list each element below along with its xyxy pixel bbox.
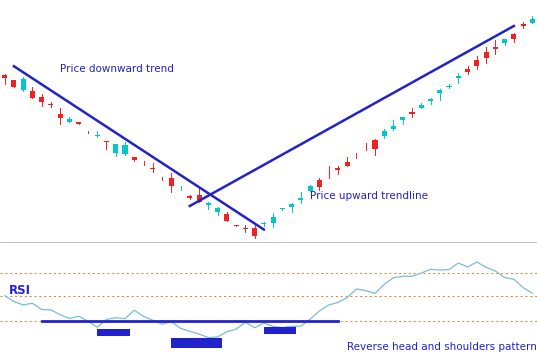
Bar — [428, 99, 433, 101]
Bar — [262, 223, 266, 224]
Bar — [48, 104, 54, 105]
Bar — [419, 105, 424, 108]
Text: Price downward trend: Price downward trend — [60, 64, 174, 74]
Bar — [493, 47, 498, 49]
Bar — [20, 79, 26, 90]
Bar — [171, 338, 222, 348]
Bar — [76, 122, 81, 124]
Bar — [150, 168, 155, 169]
Bar — [271, 217, 275, 223]
Bar — [391, 126, 396, 129]
Bar — [141, 162, 146, 163]
Bar — [289, 204, 294, 207]
Bar — [511, 34, 517, 39]
Bar — [409, 112, 415, 114]
Bar — [483, 52, 489, 58]
Bar — [299, 197, 303, 200]
Bar — [224, 214, 229, 221]
Bar — [169, 178, 174, 186]
Text: Price upward trendline: Price upward trendline — [310, 191, 428, 201]
Bar — [39, 97, 44, 102]
Bar — [122, 145, 128, 154]
Bar — [373, 140, 378, 149]
Bar — [234, 225, 238, 226]
Bar — [187, 196, 192, 198]
Bar — [446, 86, 452, 87]
Bar — [520, 24, 526, 26]
Bar — [317, 180, 322, 187]
Text: RSI: RSI — [9, 284, 31, 297]
Bar — [280, 208, 285, 209]
Bar — [264, 327, 296, 334]
Bar — [113, 144, 118, 153]
Bar — [30, 92, 35, 98]
Bar — [206, 203, 211, 205]
Bar — [215, 208, 220, 212]
Bar — [502, 39, 507, 43]
Bar — [252, 228, 257, 236]
Bar — [11, 80, 17, 87]
Bar — [326, 174, 331, 176]
Bar — [57, 114, 63, 118]
Bar — [530, 19, 535, 23]
Bar — [400, 117, 405, 120]
Bar — [243, 228, 248, 229]
Bar — [474, 60, 480, 66]
Bar — [382, 131, 387, 136]
Bar — [67, 119, 72, 122]
Bar — [336, 168, 340, 169]
Bar — [95, 135, 100, 136]
Bar — [197, 195, 201, 202]
Bar — [345, 163, 350, 165]
Text: Reverse head and shoulders pattern: Reverse head and shoulders pattern — [347, 342, 537, 352]
Bar — [308, 186, 313, 191]
Bar — [456, 76, 461, 78]
Bar — [465, 69, 470, 71]
Bar — [97, 330, 129, 336]
Bar — [2, 75, 7, 78]
Bar — [104, 141, 109, 142]
Bar — [132, 158, 137, 160]
Bar — [437, 90, 442, 93]
